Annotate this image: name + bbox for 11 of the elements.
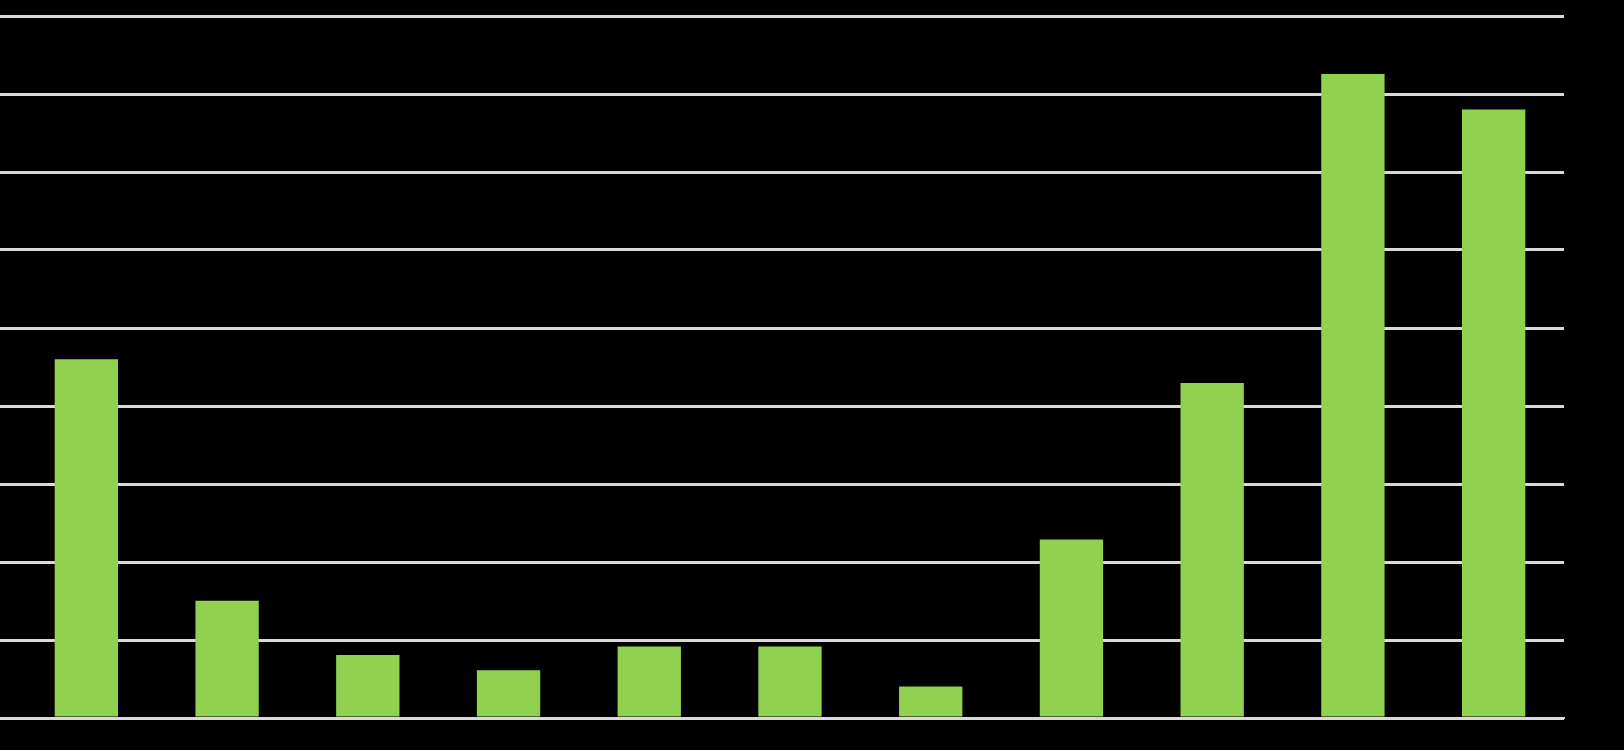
- bar: [1461, 109, 1526, 717]
- bar: [195, 600, 259, 717]
- bar: [1321, 73, 1385, 717]
- bar: [899, 686, 963, 717]
- bar: [1180, 383, 1244, 717]
- bar: [476, 670, 541, 717]
- bar: [336, 654, 400, 717]
- bar: [617, 646, 681, 717]
- bar: [758, 646, 822, 717]
- bar: [1039, 539, 1104, 717]
- bar: [54, 359, 119, 717]
